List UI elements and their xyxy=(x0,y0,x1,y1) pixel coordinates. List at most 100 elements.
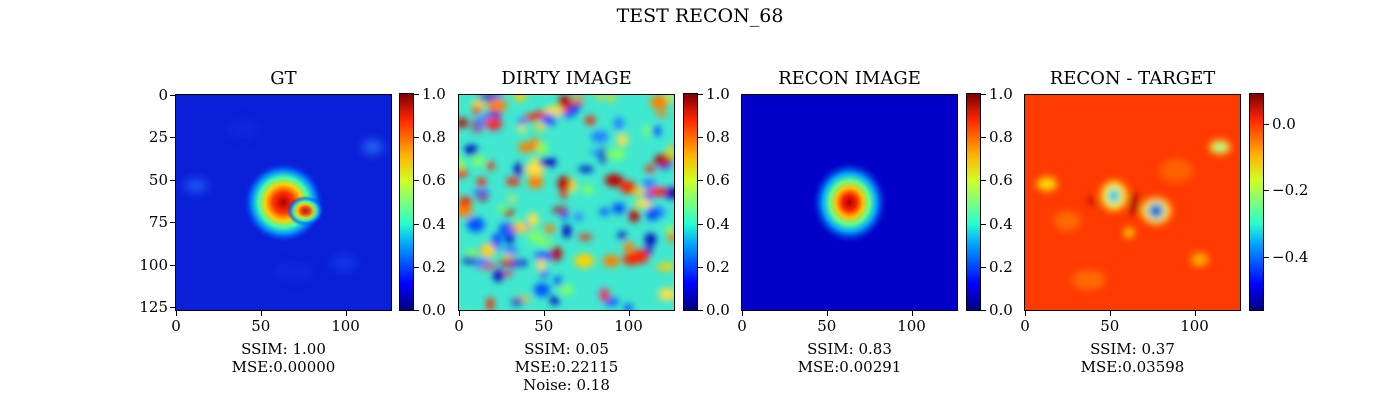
colorbar-tick-mark xyxy=(981,180,986,182)
heatmap-diff xyxy=(1024,94,1241,311)
colorbar-tick-mark xyxy=(414,310,419,311)
x-tick-label: 0 xyxy=(1020,317,1030,335)
dirty-speckle xyxy=(549,295,560,306)
colorbar-tick-label: 0.2 xyxy=(422,257,446,276)
dirty-speckle xyxy=(459,156,465,170)
dirty-speckle xyxy=(541,113,557,126)
colorbar-recon xyxy=(966,93,981,311)
colorbar-tick-mark xyxy=(981,94,986,95)
dirty-speckle xyxy=(645,207,660,221)
dirty-speckle xyxy=(604,174,624,187)
colorbar-tick-label: 0.4 xyxy=(422,214,446,233)
colorbar-tick-mark xyxy=(414,223,419,225)
colorbar-tick-label: 0.4 xyxy=(989,214,1013,233)
colorbar-diff xyxy=(1249,93,1264,311)
y-tick-mark xyxy=(170,264,175,266)
dirty-speckle xyxy=(537,141,548,156)
colorbar-tick-label: −0.2 xyxy=(1272,181,1309,200)
dirty-speckle xyxy=(498,224,508,233)
dirty-speckle xyxy=(480,243,496,259)
colorbar-tick-mark xyxy=(981,266,986,268)
dirty-speckle xyxy=(603,254,620,267)
dirty-speckle xyxy=(503,270,513,277)
colorbar-tick-mark xyxy=(1264,256,1269,258)
ssim-diff: SSIM: 0.37 xyxy=(1090,340,1175,358)
mse-recon: MSE:0.00291 xyxy=(797,358,902,376)
x-tick-mark xyxy=(345,311,347,316)
colorbar-tick-label: 1.0 xyxy=(706,85,730,103)
colorbar-tick-label: 0.4 xyxy=(706,214,730,233)
dirty-speckle xyxy=(486,161,495,170)
dirty-speckle xyxy=(528,230,543,243)
dirty-speckle xyxy=(603,297,619,306)
colorbar-tick-mark xyxy=(414,137,419,139)
dirty-speckle xyxy=(538,157,557,168)
dirty-speckle xyxy=(517,118,527,125)
dirty-speckle xyxy=(623,241,635,253)
heatmap-dirty xyxy=(458,94,675,311)
figure-title: TEST RECON_68 xyxy=(616,5,784,27)
caption-diff: SSIM: 0.37 MSE:0.03598 xyxy=(1024,340,1241,376)
dirty-speckle xyxy=(644,165,656,173)
dirty-speckle xyxy=(628,209,640,223)
x-tick-label: 100 xyxy=(897,317,926,335)
dirty-speckle xyxy=(613,117,624,130)
dirty-speckle xyxy=(562,224,572,239)
dirty-speckle xyxy=(648,187,667,197)
x-tick-mark xyxy=(911,311,913,316)
dirty-speckle xyxy=(656,111,668,118)
dirty-speckle xyxy=(513,95,527,102)
x-tick-label: 0 xyxy=(171,317,181,335)
dirty-speckle xyxy=(544,224,555,234)
dirty-speckle xyxy=(499,259,516,267)
y-tick-label: 0 xyxy=(158,86,168,104)
y-tick-mark xyxy=(170,95,175,96)
dirty-speckle xyxy=(642,178,657,191)
x-tick-mark xyxy=(1109,311,1111,316)
x-tick-mark xyxy=(628,311,630,316)
dirty-speckle xyxy=(585,115,596,126)
dirty-speckle xyxy=(508,195,517,202)
dirty-speckle xyxy=(533,282,551,297)
colorbar-tick-mark xyxy=(698,266,703,268)
colorbar-tick-mark xyxy=(414,266,419,268)
colorbar-tick-mark xyxy=(414,180,419,182)
dirty-speckle xyxy=(524,163,545,177)
colorbar-tick-label: 0.2 xyxy=(989,257,1013,276)
dirty-speckle xyxy=(459,203,473,218)
panel-title-diff: RECON - TARGET xyxy=(1049,68,1216,89)
caption-gt: SSIM: 1.00 MSE:0.00000 xyxy=(175,340,392,376)
dirty-speckle xyxy=(604,148,625,159)
dirty-speckle xyxy=(622,253,641,266)
y-tick-label: 50 xyxy=(148,170,168,189)
dirty-speckle xyxy=(484,117,503,130)
y-tick-label: 75 xyxy=(148,213,168,232)
colorbar-tick-label: 0.0 xyxy=(1272,114,1296,133)
dirty-speckle xyxy=(658,287,674,301)
colorbar-tick-label: 0.6 xyxy=(706,171,730,190)
colorbar-tick-mark xyxy=(981,137,986,139)
x-tick-mark xyxy=(1194,311,1196,316)
x-tick-mark xyxy=(1025,311,1026,316)
colorbar-tick-mark xyxy=(698,223,703,225)
dirty-speckle xyxy=(486,297,495,310)
dirty-speckle xyxy=(487,98,507,114)
dirty-speckle xyxy=(667,230,674,243)
x-tick-label: 50 xyxy=(817,317,837,335)
dirty-speckle xyxy=(578,166,594,173)
dirty-speckle xyxy=(496,205,508,212)
dirty-speckle xyxy=(664,225,674,233)
dirty-speckle xyxy=(605,95,617,102)
dirty-speckle xyxy=(624,303,633,310)
x-tick-mark xyxy=(742,311,743,316)
dirty-speckle xyxy=(514,223,529,234)
dirty-speckle xyxy=(590,149,603,156)
dirty-speckle xyxy=(574,212,583,222)
dirty-speckle xyxy=(574,253,595,268)
dirty-speckle xyxy=(471,154,485,167)
dirty-speckle xyxy=(459,117,468,128)
dirty-speckle xyxy=(616,133,629,146)
dirty-speckle xyxy=(558,284,575,295)
x-tick-label: 50 xyxy=(251,317,271,335)
panel-title-recon: RECON IMAGE xyxy=(778,68,921,89)
